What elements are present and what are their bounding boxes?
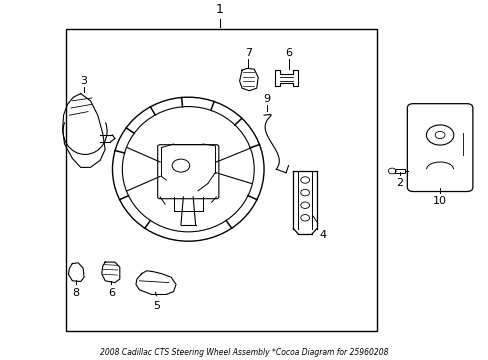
Text: 2: 2: [396, 178, 403, 188]
Text: 6: 6: [285, 48, 291, 58]
Text: 9: 9: [263, 94, 269, 104]
Text: 3: 3: [81, 76, 87, 86]
Text: 10: 10: [432, 196, 446, 206]
Text: 8: 8: [72, 288, 79, 298]
Bar: [394, 169, 405, 173]
Text: 2008 Cadillac CTS Steering Wheel Assembly *Cocoa Diagram for 25960208: 2008 Cadillac CTS Steering Wheel Assembl…: [100, 348, 388, 357]
Text: 6: 6: [108, 288, 115, 298]
Text: 5: 5: [153, 301, 160, 311]
Text: 4: 4: [319, 230, 325, 240]
Text: 7: 7: [244, 48, 251, 58]
Bar: [66, 29, 376, 331]
Text: 1: 1: [216, 3, 224, 16]
